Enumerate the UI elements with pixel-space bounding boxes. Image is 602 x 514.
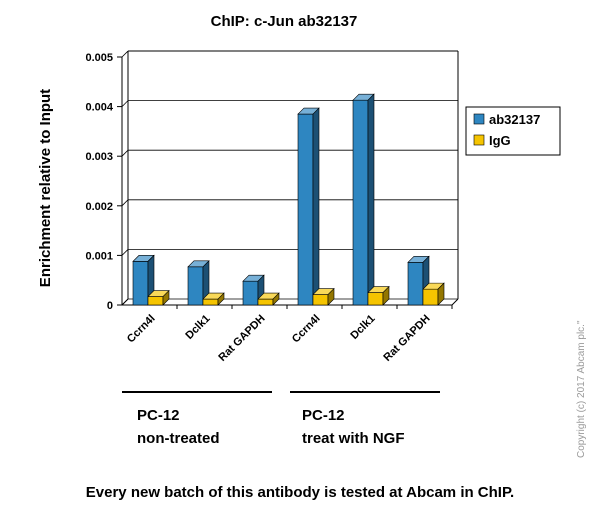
- bar-front: [297, 113, 314, 306]
- y-tick-label: 0.003: [85, 151, 113, 163]
- legend-label-igg: IgG: [489, 133, 511, 148]
- gridline-diagonal: [121, 249, 129, 256]
- x-categories: Ccrn4l Dclk1 Rat GAPDH Ccrn4l Dclk1 Rat GAPDH: [125, 305, 453, 364]
- bar-front: [257, 298, 274, 306]
- x-category-label: Dclk1: [348, 313, 377, 342]
- legend-swatch-ab32137: [473, 113, 485, 125]
- bar-front: [367, 292, 384, 306]
- group-label-line2: treat with NGF: [302, 430, 405, 447]
- group-labels: PC-12 non-treated PC-12 treat with NGF: [122, 391, 440, 447]
- legend-swatch-igg: [473, 134, 485, 146]
- bar-ab32137: [187, 260, 210, 306]
- bar-front: [312, 294, 329, 306]
- bar-side: [312, 107, 320, 306]
- bar-side: [162, 289, 170, 306]
- x-category-label: Ccrn4l: [290, 313, 323, 346]
- legend: ab32137 IgG: [465, 106, 561, 156]
- group-label-line1: PC-12: [137, 407, 180, 424]
- gridline-diagonal: [121, 100, 129, 107]
- gridline-diagonal: [121, 298, 129, 306]
- floor-edge: [451, 298, 459, 306]
- y-tick-label: 0.004: [85, 102, 113, 114]
- bar-front: [132, 261, 149, 306]
- y-tick-label: 0.002: [85, 201, 113, 213]
- bar-side: [382, 285, 390, 306]
- y-axis-title: Enrichment relative to Input: [37, 89, 54, 287]
- bar-igg: [312, 287, 335, 306]
- bar-front: [147, 296, 164, 306]
- bar-side: [367, 93, 375, 306]
- y-tick-label: 0: [107, 300, 113, 312]
- bar-side: [327, 287, 335, 306]
- gridline-diagonal: [121, 199, 129, 207]
- bar-ab32137: [297, 107, 320, 306]
- gridline-diagonal: [121, 50, 129, 58]
- gridline-diagonal: [121, 149, 129, 157]
- y-tick-label: 0.001: [85, 250, 113, 262]
- x-category-label: Rat GAPDH: [216, 313, 267, 364]
- chart-title: ChIP: c-Jun ab32137: [211, 13, 358, 30]
- legend-label-ab32137: ab32137: [489, 112, 540, 127]
- x-category-label: Ccrn4l: [125, 313, 158, 346]
- bar-front: [242, 280, 259, 306]
- footer-text: Every new batch of this antibody is test…: [86, 484, 514, 501]
- bar-igg: [367, 285, 390, 306]
- plot-area: [121, 50, 459, 306]
- bar-front: [352, 99, 369, 306]
- group-label-line2: non-treated: [137, 430, 220, 447]
- y-ticks: 0 0.001 0.002 0.003 0.004 0.005: [85, 52, 122, 312]
- plot-background: [122, 51, 458, 305]
- gridlines: [121, 50, 458, 306]
- bar-front: [422, 288, 439, 306]
- bar-front: [202, 298, 219, 306]
- bar-side: [272, 292, 280, 306]
- y-tick-label: 0.005: [85, 52, 113, 64]
- bar-side: [437, 282, 445, 306]
- x-category-label: Dclk1: [183, 313, 212, 342]
- bar-igg: [202, 292, 225, 306]
- bar-ab32137: [352, 93, 375, 306]
- bar-igg: [422, 282, 445, 306]
- bar-igg: [147, 289, 170, 306]
- bar-side: [217, 292, 225, 306]
- bars: [132, 93, 445, 306]
- bar-igg: [257, 292, 280, 306]
- bar-front: [187, 266, 204, 306]
- group-label-line1: PC-12: [302, 407, 345, 424]
- copyright-notice: Copyright (c) 2017 Abcam plc.": [576, 320, 587, 458]
- x-category-label: Rat GAPDH: [381, 313, 432, 364]
- bar-front: [407, 262, 424, 306]
